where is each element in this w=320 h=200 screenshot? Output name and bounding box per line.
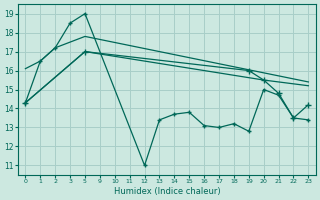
X-axis label: Humidex (Indice chaleur): Humidex (Indice chaleur): [114, 187, 220, 196]
